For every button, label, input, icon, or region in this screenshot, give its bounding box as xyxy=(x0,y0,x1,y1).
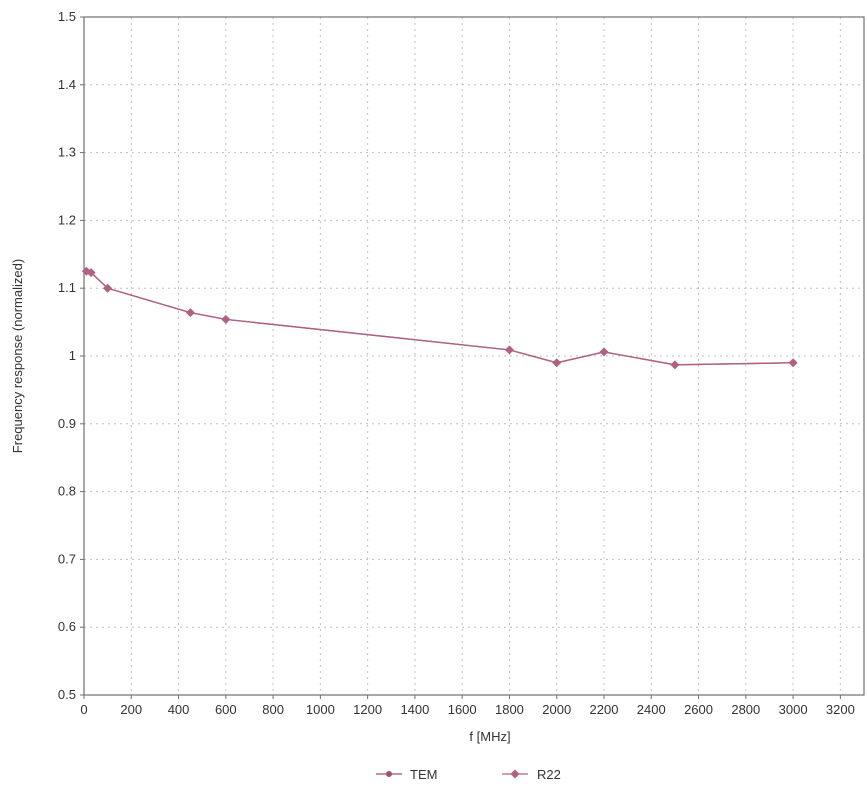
series-tem xyxy=(83,268,797,368)
x-tick-label: 200 xyxy=(120,702,142,717)
legend: TEM R22 xyxy=(376,767,561,782)
legend-marker-tem xyxy=(386,771,392,777)
x-tick-label: 400 xyxy=(168,702,190,717)
x-tick-label: 3200 xyxy=(826,702,855,717)
data-point-r22 xyxy=(86,268,96,278)
data-point-r22 xyxy=(788,358,798,368)
x-tick-label: 2000 xyxy=(542,702,571,717)
x-tick-label: 1200 xyxy=(353,702,382,717)
x-axis-title: f [MHz] xyxy=(469,729,510,744)
x-tick-label: 2600 xyxy=(684,702,713,717)
y-axis-ticks: 0.5 0.6 0.7 0.8 0.9 1 1.1 1.2 1.3 1.4 1.5 xyxy=(58,9,84,702)
legend-label-tem: TEM xyxy=(410,767,437,782)
x-tick-label: 2200 xyxy=(590,702,619,717)
x-tick-label: 2400 xyxy=(637,702,666,717)
y-tick-label: 0.5 xyxy=(58,687,76,702)
y-tick-label: 1 xyxy=(69,348,76,363)
series-line-r22 xyxy=(86,270,794,366)
legend-marker-r22 xyxy=(510,769,520,779)
x-tick-label: 3000 xyxy=(779,702,808,717)
x-tick-label: 600 xyxy=(215,702,237,717)
data-point-r22 xyxy=(221,314,231,324)
x-tick-label: 1600 xyxy=(448,702,477,717)
y-tick-label: 0.9 xyxy=(58,416,76,431)
legend-item-tem: TEM xyxy=(376,767,437,782)
data-point-r22 xyxy=(552,358,562,368)
series-layer xyxy=(81,266,798,370)
legend-label-r22: R22 xyxy=(537,767,561,782)
x-tick-label: 1400 xyxy=(400,702,429,717)
y-tick-label: 0.7 xyxy=(58,551,76,566)
x-tick-label: 2800 xyxy=(731,702,760,717)
x-tick-label: 0 xyxy=(80,702,87,717)
y-tick-label: 1.5 xyxy=(58,9,76,24)
series-r22 xyxy=(81,266,798,370)
x-axis-ticks: 0 200 400 600 800 1000 1200 1400 1600 1800 2000 220… xyxy=(80,695,855,717)
x-tick-label: 800 xyxy=(262,702,284,717)
data-point-r22 xyxy=(504,345,514,355)
series-line-tem xyxy=(86,270,794,366)
y-tick-label: 1.1 xyxy=(58,280,76,295)
y-axis-title: Frequency response (normalized) xyxy=(10,259,25,453)
grid xyxy=(84,17,864,695)
x-tick-label: 1000 xyxy=(306,702,335,717)
x-tick-label: 1800 xyxy=(495,702,524,717)
data-point-r22 xyxy=(185,308,195,318)
y-tick-label: 0.8 xyxy=(58,484,76,499)
data-point-r22 xyxy=(103,283,113,293)
y-tick-label: 1.2 xyxy=(58,212,76,227)
legend-item-r22: R22 xyxy=(502,767,561,782)
y-tick-label: 1.3 xyxy=(58,145,76,160)
y-tick-label: 1.4 xyxy=(58,77,76,92)
data-point-r22 xyxy=(599,347,609,357)
data-point-r22 xyxy=(670,360,680,370)
y-tick-label: 0.6 xyxy=(58,619,76,634)
